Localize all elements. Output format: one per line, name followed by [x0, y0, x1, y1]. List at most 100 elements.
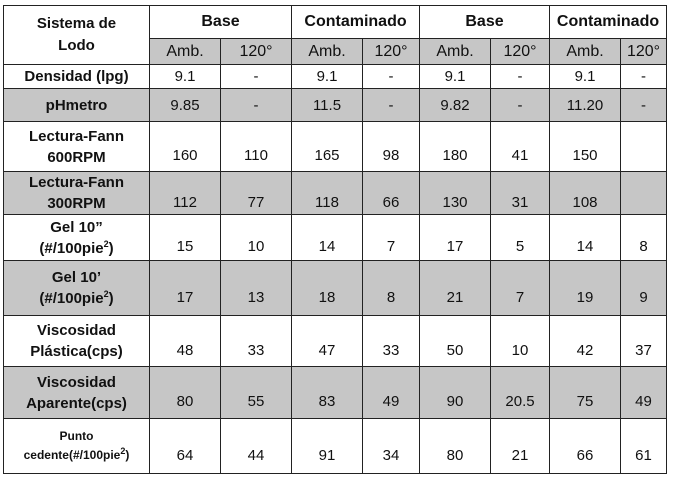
table-cell: 55 [220, 366, 292, 419]
table-cell: 9 [620, 260, 667, 316]
table-cell: 41 [490, 121, 550, 172]
table-cell: 14 [291, 214, 363, 261]
table-cell: 11.5 [291, 88, 363, 122]
subheader-cell: Amb. [549, 38, 621, 65]
table-row-viscosidad-plastica: Viscosidad Plástica(cps) 48 33 47 33 50 … [3, 315, 667, 367]
table-cell: 10 [220, 214, 292, 261]
table-cell: 5 [490, 214, 550, 261]
row-label-line1: Viscosidad [37, 373, 116, 391]
table-cell: - [362, 64, 420, 89]
table-cell: 98 [362, 121, 420, 172]
header-system-label-text: Sistema de Lodo [36, 15, 117, 54]
row-label-line2-text: (#/100pie [39, 239, 104, 257]
header-group-base-2: Base [419, 5, 550, 39]
row-label-line1: Lectura-Fann [28, 174, 124, 191]
subheader-cell: 120° [362, 38, 420, 65]
row-label: Lectura-Fann 300RPM [3, 171, 150, 215]
table-cell: 108 [549, 171, 621, 215]
table-cell: 33 [220, 315, 292, 367]
table-cell [620, 171, 667, 215]
table-row-phmetro: pHmetro 9.85 - 11.5 - 9.82 - 11.20 - [3, 88, 667, 122]
row-label-line2-end: ) [125, 448, 130, 462]
row-label: Lectura-Fann 600RPM [3, 121, 150, 172]
row-label-line1: Viscosidad [37, 322, 116, 339]
table-cell: - [620, 88, 667, 122]
table-row-gel-10s: Gel 10” (#/100pie2) 15 10 14 7 17 5 14 8 [3, 214, 667, 261]
row-label: Gel 10” (#/100pie2) [3, 214, 150, 261]
table-cell: - [620, 64, 667, 89]
table-cell: 160 [149, 121, 221, 172]
table-cell: 9.1 [419, 64, 491, 89]
header-group-contaminado-1: Contaminado [291, 5, 420, 39]
table-cell: 21 [419, 260, 491, 316]
table-cell: 13 [220, 260, 292, 316]
row-label: Densidad (lpg) [3, 64, 150, 89]
table-cell: 112 [149, 171, 221, 215]
table-cell: 8 [362, 260, 420, 316]
table-cell: 20.5 [490, 366, 550, 419]
table-cell: - [220, 88, 292, 122]
table-cell: 75 [549, 366, 621, 419]
table-cell: 7 [362, 214, 420, 261]
table-cell: 33 [362, 315, 420, 367]
table-cell: - [490, 88, 550, 122]
table-cell: - [362, 88, 420, 122]
table-cell: 31 [490, 171, 550, 215]
table-cell: 48 [149, 315, 221, 367]
table-cell: 130 [419, 171, 491, 215]
table-cell: 91 [291, 418, 363, 474]
row-label-line2: Aparente(cps) [26, 394, 127, 412]
row-label: Viscosidad Aparente(cps) [3, 366, 150, 419]
table-cell: 66 [549, 418, 621, 474]
header-system-label: Sistema de Lodo [3, 5, 150, 65]
table-cell: 9.1 [549, 64, 621, 89]
row-label-line1: Lectura-Fann [28, 127, 124, 145]
row-label-line1: Punto [59, 429, 94, 443]
table-cell: 37 [620, 315, 667, 367]
subheader-cell: 120° [620, 38, 667, 65]
row-label-sup: 2 [103, 289, 109, 299]
row-label: Viscosidad Plástica(cps) [3, 315, 150, 367]
table-cell: 9.82 [419, 88, 491, 122]
table-cell: 83 [291, 366, 363, 419]
row-label-line1: Gel 10” [50, 218, 103, 236]
table-cell: 34 [362, 418, 420, 474]
table-cell: 9.85 [149, 88, 221, 122]
table-cell: 14 [549, 214, 621, 261]
subheader-cell: Amb. [149, 38, 221, 65]
mud-properties-table: Sistema de Lodo Base Contaminado Base Co… [3, 5, 667, 474]
row-label-line2: (#/100pie2) [5, 288, 149, 309]
table-cell: 18 [291, 260, 363, 316]
table-cell: 150 [549, 121, 621, 172]
table-cell: 90 [419, 366, 491, 419]
row-label-sup: 2 [103, 238, 109, 249]
table-cell: 77 [220, 171, 292, 215]
row-label-sup: 2 [120, 446, 126, 456]
table-cell: 180 [419, 121, 491, 172]
row-label-line2: (#/100pie2) [5, 238, 149, 259]
row-label-line1: Gel 10’ [51, 269, 102, 286]
row-label: pHmetro [3, 88, 150, 122]
table-cell: 49 [362, 366, 420, 419]
table-cell: 42 [549, 315, 621, 367]
table-cell: 50 [419, 315, 491, 367]
table-cell: 80 [149, 366, 221, 419]
row-label-line2-text: cedente(#/100pie [23, 448, 121, 462]
table-cell: 9.1 [149, 64, 221, 89]
row-label-line2: 600RPM [47, 148, 106, 166]
table-cell: 9.1 [291, 64, 363, 89]
table-cell [620, 121, 667, 172]
row-label-line2-text: (#/100pie [39, 290, 104, 307]
table-cell: 66 [362, 171, 420, 215]
row-label-line2: Plástica(cps) [30, 343, 123, 360]
table-cell: 49 [620, 366, 667, 419]
table-cell: 15 [149, 214, 221, 261]
header-group-contaminado-2: Contaminado [549, 5, 667, 39]
table-cell: 7 [490, 260, 550, 316]
row-label: Gel 10’ (#/100pie2) [3, 260, 150, 316]
table-cell: 47 [291, 315, 363, 367]
subheader-cell: Amb. [291, 38, 363, 65]
table-cell: 44 [220, 418, 292, 474]
table-cell: - [490, 64, 550, 89]
table-cell: 17 [149, 260, 221, 316]
